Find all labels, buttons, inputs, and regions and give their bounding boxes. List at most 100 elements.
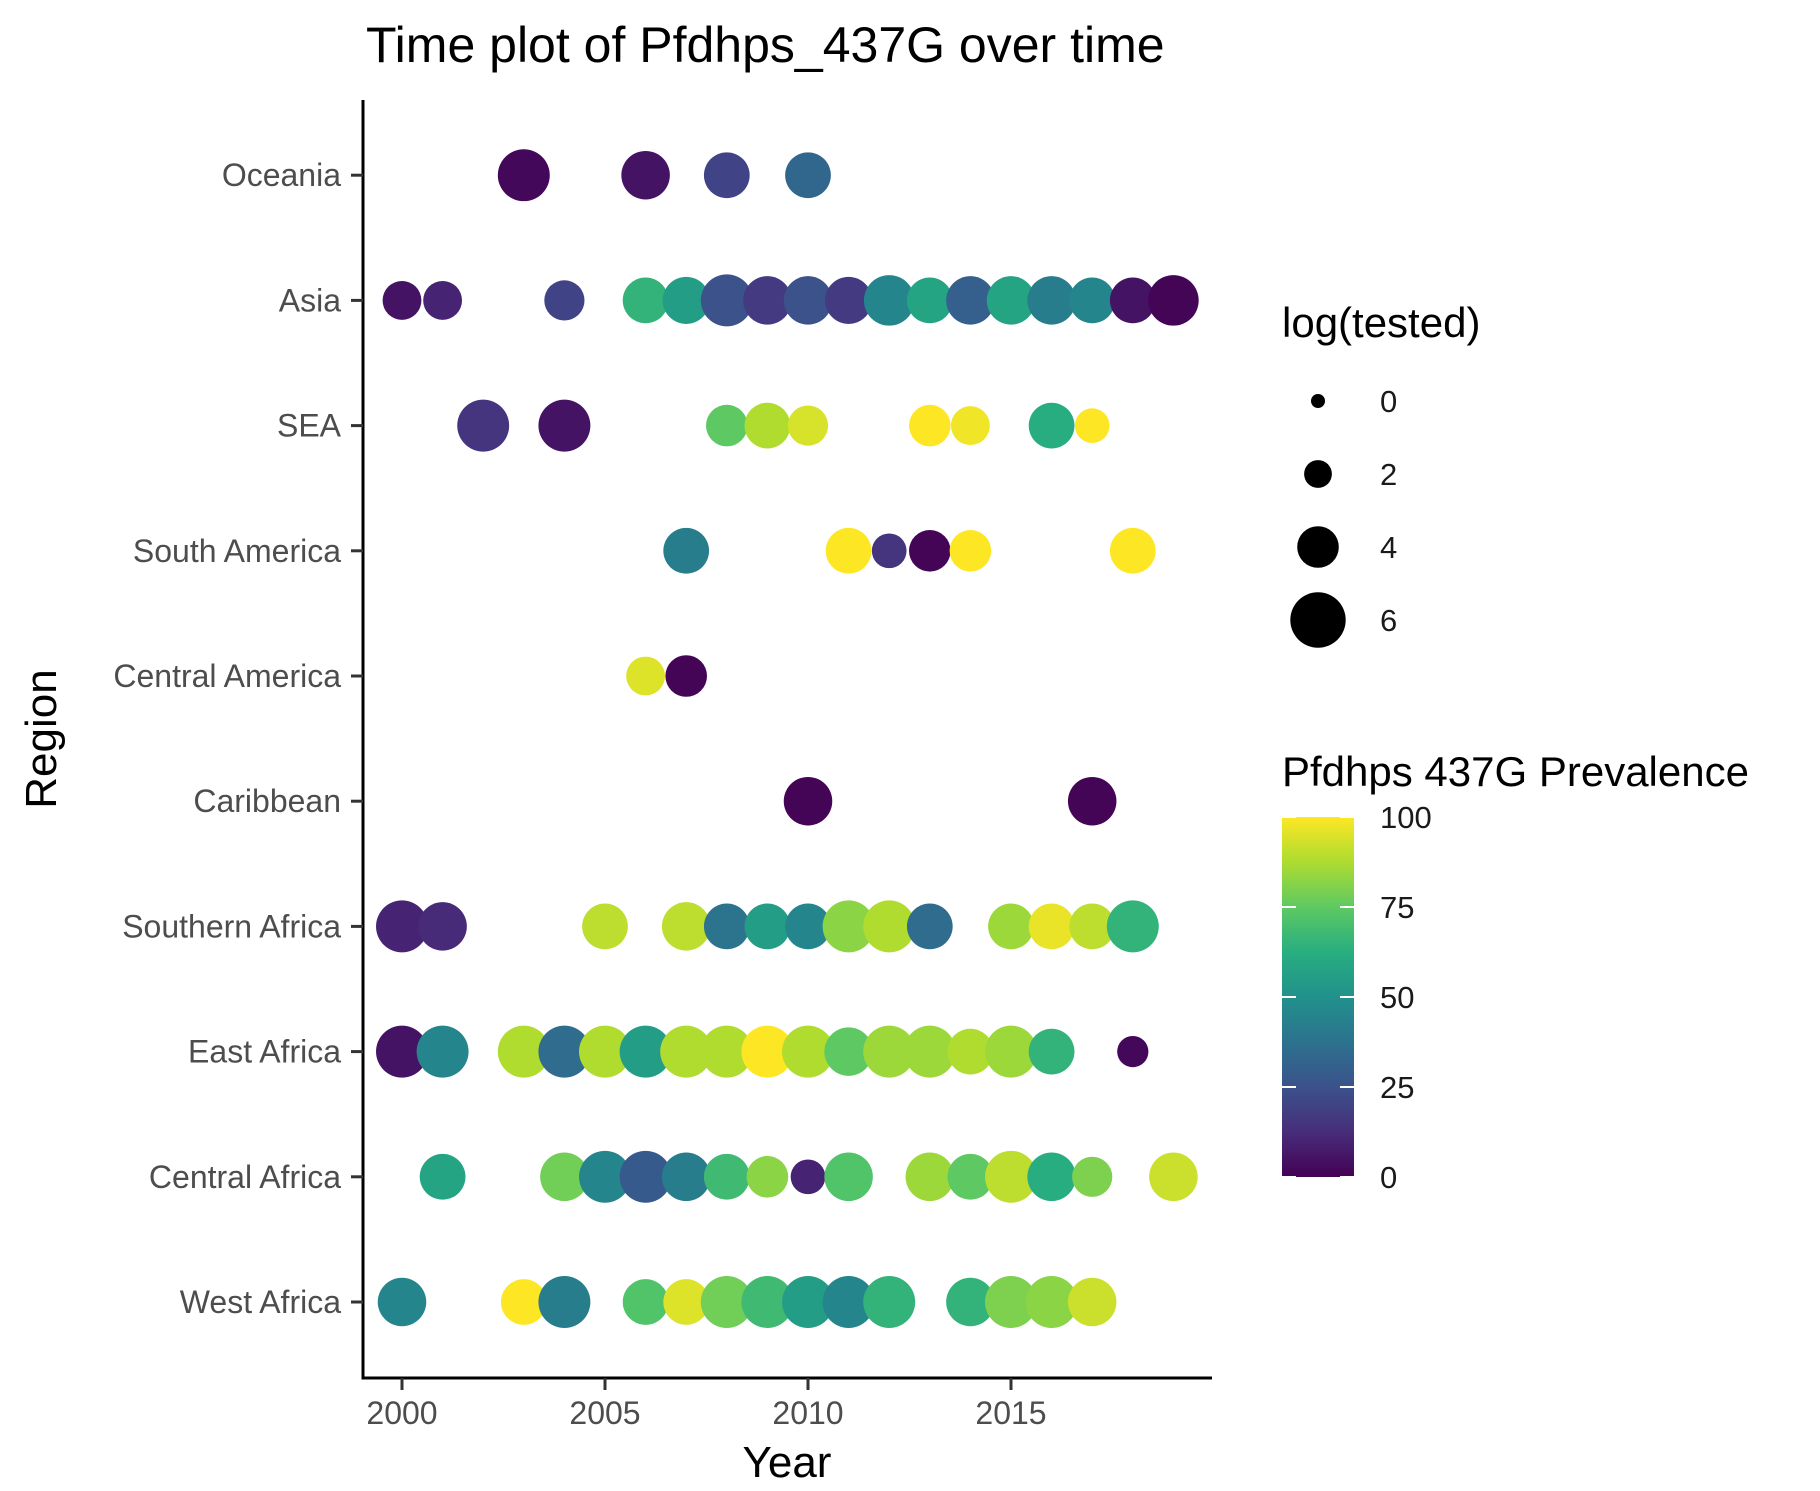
x-axis-ticks: 2000 2005 2010 2015 xyxy=(366,1378,1047,1431)
size-legend-label: 0 xyxy=(1380,384,1397,419)
data-point xyxy=(1025,1276,1078,1328)
chart-title: Time plot of Pfdhps_437G over time xyxy=(366,17,1165,73)
x-axis-title: Year xyxy=(743,1438,832,1487)
data-point xyxy=(824,1027,873,1076)
data-point xyxy=(744,903,791,950)
size-legend-label: 2 xyxy=(1380,457,1397,492)
data-point xyxy=(1069,903,1116,950)
size-legend-key xyxy=(1304,460,1332,488)
color-legend-label: 75 xyxy=(1380,890,1414,925)
data-point xyxy=(703,152,750,199)
y-tick-label: Asia xyxy=(279,282,341,318)
data-point xyxy=(500,1279,547,1325)
data-point xyxy=(863,1276,916,1328)
size-legend-label: 4 xyxy=(1380,530,1397,565)
size-legend-label: 6 xyxy=(1380,603,1397,638)
data-point xyxy=(703,1153,750,1200)
color-legend-label: 25 xyxy=(1380,1070,1414,1105)
data-point xyxy=(423,280,463,320)
data-point xyxy=(700,1025,753,1078)
data-point xyxy=(1074,408,1110,443)
y-tick-label: Southern Africa xyxy=(122,908,341,944)
data-point xyxy=(822,900,875,953)
data-point xyxy=(1069,277,1116,324)
data-point xyxy=(903,1025,956,1078)
data-point xyxy=(1148,275,1199,326)
color-legend-label: 50 xyxy=(1380,980,1414,1015)
data-point xyxy=(579,1025,631,1078)
data-point xyxy=(782,1025,834,1078)
data-point xyxy=(782,1276,834,1328)
size-legend: log(tested) 0 2 4 6 xyxy=(1282,299,1480,648)
data-point xyxy=(497,1025,550,1078)
data-point xyxy=(949,530,992,572)
y-tick-label: East Africa xyxy=(188,1034,341,1070)
data-point xyxy=(1072,1156,1113,1197)
data-point xyxy=(663,527,710,574)
data-point xyxy=(663,1279,710,1325)
data-point xyxy=(905,1152,955,1202)
data-point xyxy=(950,406,990,446)
data-point xyxy=(1028,402,1075,449)
y-tick-label: Oceania xyxy=(222,157,341,193)
data-point xyxy=(825,527,872,574)
data-point xyxy=(863,1025,916,1078)
data-point xyxy=(619,1025,672,1078)
data-point xyxy=(382,280,422,320)
y-tick-label: Caribbean xyxy=(193,783,341,819)
color-legend-title: Pfdhps 437G Prevalence xyxy=(1282,748,1749,795)
data-point xyxy=(1028,1028,1075,1075)
data-point xyxy=(744,402,791,449)
y-tick-label: Central Africa xyxy=(149,1159,341,1195)
data-point xyxy=(825,276,873,324)
data-point xyxy=(1109,277,1156,324)
y-tick-label: SEA xyxy=(277,408,342,444)
y-axis-ticks: West Africa Central Africa East Africa Sout… xyxy=(113,157,363,1320)
data-point xyxy=(871,533,907,569)
data-point xyxy=(824,1152,873,1202)
data-point xyxy=(863,900,916,953)
data-point xyxy=(787,405,829,446)
data-point xyxy=(622,277,669,324)
data-point xyxy=(785,903,831,950)
y-tick-label: West Africa xyxy=(180,1284,341,1320)
data-point xyxy=(947,1028,994,1075)
data-point xyxy=(1027,276,1076,325)
data-point xyxy=(579,1150,631,1203)
data-point xyxy=(1149,1152,1198,1202)
data-point xyxy=(1106,900,1159,953)
data-point xyxy=(540,1152,589,1202)
data-point xyxy=(376,1025,428,1078)
x-tick-label: 2000 xyxy=(366,1395,437,1431)
plot-points xyxy=(376,149,1199,1328)
color-legend: Pfdhps 437G Prevalence 0 25 50 75 100 xyxy=(1282,748,1749,1195)
data-point xyxy=(985,1150,1037,1203)
data-point xyxy=(741,1276,794,1328)
y-axis-title: Region xyxy=(17,669,66,808)
color-legend-label: 0 xyxy=(1380,1160,1397,1195)
y-tick-label: Central America xyxy=(113,658,341,694)
data-point xyxy=(909,404,951,447)
data-point xyxy=(785,152,831,199)
data-point xyxy=(1067,1277,1117,1327)
data-point xyxy=(946,1277,995,1327)
data-point xyxy=(497,149,550,202)
size-legend-key xyxy=(1297,526,1339,568)
data-point xyxy=(621,150,670,200)
data-point xyxy=(783,776,833,826)
data-point xyxy=(457,399,510,452)
data-point xyxy=(947,1153,994,1200)
data-point xyxy=(622,1279,669,1325)
data-point xyxy=(700,1276,753,1328)
data-point xyxy=(822,1276,875,1328)
data-point xyxy=(783,276,833,325)
x-tick-label: 2010 xyxy=(772,1395,843,1431)
data-point xyxy=(986,276,1036,325)
data-point xyxy=(700,274,753,327)
data-point xyxy=(946,276,995,325)
data-point xyxy=(790,1159,826,1195)
x-tick-label: 2015 xyxy=(975,1395,1046,1431)
data-point xyxy=(665,655,707,697)
y-tick-label: South America xyxy=(133,533,341,569)
